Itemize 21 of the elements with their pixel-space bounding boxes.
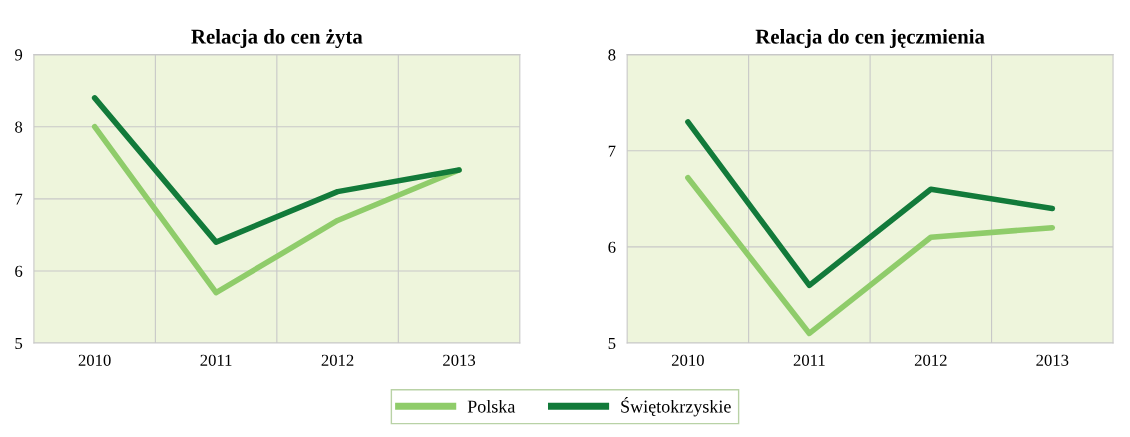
y-tick-label: 5 [608, 337, 616, 349]
y-tick-label: 9 [14, 49, 23, 61]
y-tick-label: 6 [608, 241, 616, 253]
x-tick-label: 2013 [443, 354, 476, 366]
x-tick-label: 2013 [1036, 354, 1069, 366]
legend-label: Polska [467, 399, 516, 413]
legend-label: Świętokrzyskie [621, 397, 731, 417]
chart-title: Relacja do cen żyta [191, 29, 363, 49]
y-tick-label: 8 [15, 121, 23, 133]
x-tick-label: 2010 [671, 354, 704, 366]
y-tick-label: 6 [15, 265, 23, 277]
chart-title: Relacja do cen jęczmienia [755, 29, 985, 48]
y-tick-label: 7 [15, 193, 23, 205]
y-tick-label: 7 [608, 145, 616, 157]
x-tick-label: 2011 [793, 354, 825, 366]
y-tick-label: 8 [608, 49, 616, 61]
y-tick-label: 5 [15, 337, 23, 349]
x-tick-label: 2012 [914, 354, 947, 366]
x-tick-label: 2010 [78, 354, 111, 366]
x-tick-label: 2012 [321, 354, 354, 366]
x-tick-label: 2011 [200, 354, 232, 366]
